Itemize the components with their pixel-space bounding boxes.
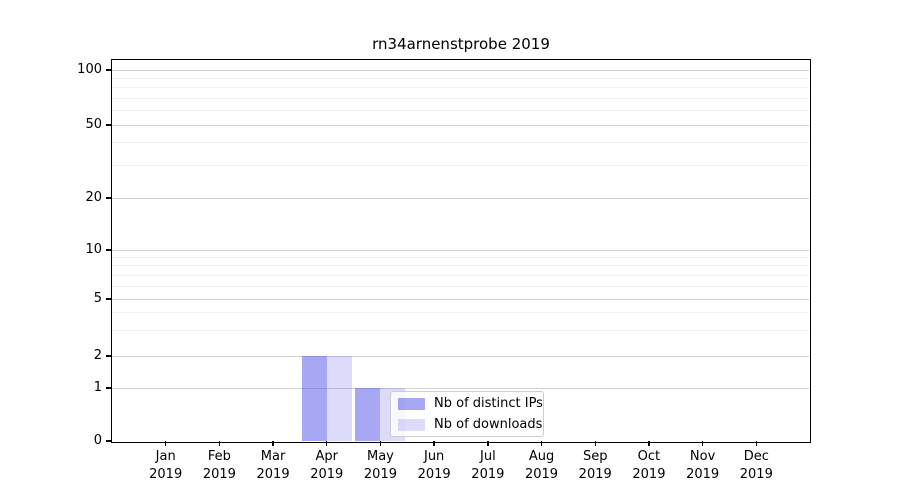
x-tick-month: Sep xyxy=(582,449,608,464)
x-tick-month: Aug xyxy=(528,449,555,464)
x-tick-label: Oct 2019 xyxy=(619,448,679,483)
legend-label: Nb of downloads xyxy=(434,417,543,432)
x-tick-month: Jan xyxy=(155,449,176,464)
bar-distinct-ips xyxy=(301,356,327,441)
x-tick-mark xyxy=(379,441,382,446)
legend-swatch xyxy=(398,418,425,431)
y-tick-label: 1 xyxy=(93,380,102,395)
y-tick-mark xyxy=(106,355,111,357)
gridline-major xyxy=(112,387,809,389)
gridline-major xyxy=(112,298,809,300)
x-tick-month: Jul xyxy=(480,449,496,464)
x-tick-year: 2019 xyxy=(524,466,559,482)
x-tick-month: Jun xyxy=(423,449,445,464)
x-tick-year: 2019 xyxy=(417,466,451,482)
gridline-major xyxy=(112,249,809,251)
x-tick-label: Jan 2019 xyxy=(136,448,196,483)
gridline-minor xyxy=(112,330,809,332)
x-tick-label: Jun 2019 xyxy=(404,448,464,483)
y-tick-mark xyxy=(106,440,111,442)
y-tick-label: 20 xyxy=(85,190,102,205)
gridline-minor xyxy=(112,77,809,79)
legend-item: Nb of downloads xyxy=(398,416,542,434)
x-tick-year: 2019 xyxy=(578,466,612,482)
legend-swatch xyxy=(398,397,425,410)
x-tick-label: Aug 2019 xyxy=(512,448,572,483)
x-tick-mark xyxy=(648,441,650,446)
y-tick-label: 10 xyxy=(85,242,102,257)
x-tick-mark xyxy=(594,441,596,446)
chart-title: rn34arnenstprobe 2019 xyxy=(372,35,550,53)
bar-downloads xyxy=(326,356,352,441)
gridline-minor xyxy=(112,312,809,314)
x-tick-month: Nov xyxy=(689,449,716,464)
x-tick-label: Sep 2019 xyxy=(565,448,625,483)
x-tick-mark xyxy=(540,441,543,446)
x-tick-month: Oct xyxy=(637,449,661,464)
x-tick-label: Mar 2019 xyxy=(243,448,303,483)
x-tick-month: Feb xyxy=(207,449,231,464)
gridline-minor xyxy=(112,165,809,167)
x-tick-year: 2019 xyxy=(363,466,397,482)
x-tick-label: Nov 2019 xyxy=(673,448,733,483)
x-tick-mark xyxy=(326,441,328,446)
y-tick-mark xyxy=(106,197,111,199)
y-tick-mark xyxy=(106,69,111,71)
x-tick-month: Mar xyxy=(260,449,286,464)
y-tick-mark xyxy=(106,298,111,300)
gridline-minor xyxy=(112,274,809,276)
x-tick-mark xyxy=(218,441,221,446)
legend-label: Nb of distinct IPs xyxy=(434,396,543,411)
y-tick-mark xyxy=(106,249,111,251)
gridline-major xyxy=(112,355,809,357)
x-tick-label: May 2019 xyxy=(350,448,410,483)
x-tick-year: 2019 xyxy=(739,466,773,482)
y-tick-label: 100 xyxy=(77,62,102,77)
x-tick-mark xyxy=(487,441,489,446)
x-tick-year: 2019 xyxy=(686,466,720,482)
y-tick-mark xyxy=(106,124,111,126)
y-tick-mark xyxy=(106,387,111,389)
x-tick-year: 2019 xyxy=(202,466,236,482)
x-tick-year: 2019 xyxy=(256,466,290,482)
x-tick-mark xyxy=(701,441,704,446)
x-tick-mark xyxy=(433,441,435,446)
plot-frame xyxy=(110,58,811,443)
x-tick-label: Dec 2019 xyxy=(726,448,786,483)
gridline-minor xyxy=(112,110,809,112)
x-tick-mark xyxy=(164,441,167,446)
gridline-minor xyxy=(112,97,809,99)
gridline-minor xyxy=(112,87,809,89)
x-tick-label: Feb 2019 xyxy=(189,448,249,483)
x-tick-year: 2019 xyxy=(149,466,183,482)
legend: Nb of distinct IPs Nb of downloads xyxy=(390,391,544,437)
bar-distinct-ips xyxy=(355,388,381,441)
x-tick-year: 2019 xyxy=(632,466,666,482)
gridline-minor xyxy=(112,256,809,258)
x-tick-mark xyxy=(755,441,757,446)
x-tick-label: Apr 2019 xyxy=(297,448,357,483)
x-tick-label: Jul 2019 xyxy=(458,448,518,483)
y-tick-label: 5 xyxy=(93,291,102,306)
gridline-major xyxy=(112,69,809,71)
y-tick-label: 0 xyxy=(93,433,102,448)
legend-item: Nb of distinct IPs xyxy=(398,395,543,413)
x-tick-month: May xyxy=(367,449,394,464)
x-tick-month: Apr xyxy=(315,449,339,464)
y-tick-label: 50 xyxy=(85,117,102,132)
x-tick-month: Dec xyxy=(743,449,769,464)
gridline-minor xyxy=(112,142,809,144)
y-tick-label: 2 xyxy=(93,348,102,363)
gridline-minor xyxy=(112,265,809,267)
gridline-minor xyxy=(112,285,809,287)
gridline-major xyxy=(112,197,809,199)
x-tick-year: 2019 xyxy=(310,466,344,482)
x-tick-year: 2019 xyxy=(471,466,505,482)
gridline-major xyxy=(112,124,809,126)
x-tick-mark xyxy=(272,441,274,446)
